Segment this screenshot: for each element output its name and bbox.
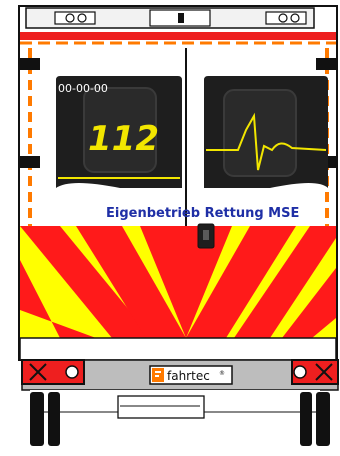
license-plate-text: 00-00-00 — [58, 82, 108, 95]
emergency-number: 112 — [88, 119, 159, 159]
roof-light-bar — [25, 7, 315, 29]
wheels-right — [300, 392, 330, 446]
chevron-warning-pattern — [20, 226, 336, 338]
undercarriage — [30, 390, 320, 424]
door-handle-icon[interactable] — [197, 223, 215, 249]
lower-band — [19, 337, 337, 361]
brand-text: fahrtec — [167, 369, 210, 383]
tail-light-left — [21, 359, 85, 385]
fahrtec-f-logo-icon — [149, 365, 233, 385]
rear-window-112-icon: 112 — [56, 76, 182, 188]
top-warning-stripe — [20, 32, 336, 45]
operator-text: Eigenbetrieb Rettung MSE — [106, 206, 299, 221]
brand-symbol: ® — [219, 370, 225, 377]
tail-light-right — [291, 359, 339, 385]
wheels-left — [30, 392, 60, 446]
rear-window-ecg-heartbeat-icon — [204, 76, 328, 188]
